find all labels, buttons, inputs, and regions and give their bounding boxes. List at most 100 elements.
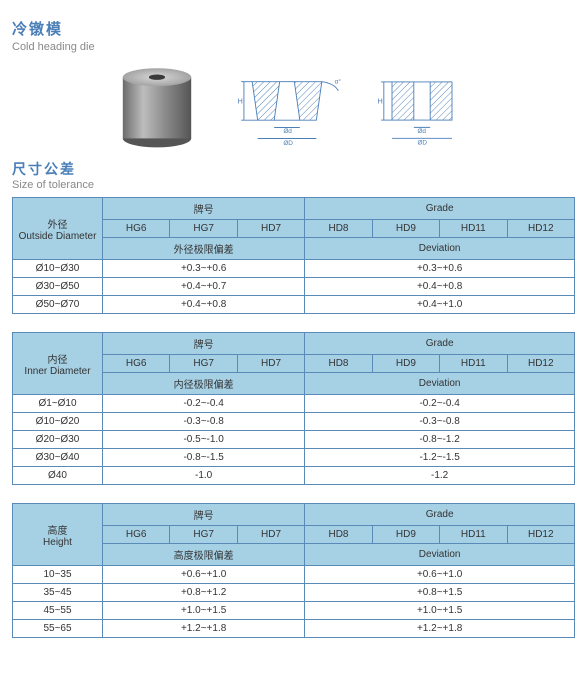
tolerance-table-2: 高度Height牌号Grade HG6HG7HD7HD8HD9HD11HD12 高度… — [12, 503, 575, 638]
deviation-en-label: Deviation — [305, 238, 575, 260]
row-header: 外径Outside Diameter — [13, 198, 103, 260]
grade-col: HD12 — [507, 526, 574, 544]
row-label: Ø10~Ø30 — [13, 260, 103, 278]
grade-col: HD11 — [440, 220, 507, 238]
grade-col: HG6 — [103, 355, 170, 373]
row-value-right: +0.4~+0.8 — [305, 278, 575, 296]
grade-col: HD11 — [440, 355, 507, 373]
grade-col: HD8 — [305, 220, 372, 238]
table-row: Ø40-1.0-1.2 — [13, 467, 575, 485]
grades-cn-label: 牌号 — [103, 333, 305, 355]
table-row: Ø1~Ø10-0.2~-0.4-0.2~-0.4 — [13, 395, 575, 413]
row-value-left: -0.2~-0.4 — [103, 395, 305, 413]
row-value-left: -0.5~-1.0 — [103, 431, 305, 449]
tables-container: 外径Outside Diameter牌号GradeHG6HG7HD7HD8HD9… — [12, 197, 575, 638]
section-en: Size of tolerance — [12, 179, 575, 191]
title-en: Cold heading die — [12, 41, 575, 53]
table-row: 35~45+0.8~+1.2+0.8~+1.5 — [13, 584, 575, 602]
grade-col: HD8 — [305, 526, 372, 544]
row-label: Ø40 — [13, 467, 103, 485]
grade-col: HG7 — [170, 220, 237, 238]
table-row: Ø30~Ø40-0.8~-1.5-1.2~-1.5 — [13, 449, 575, 467]
row-label: Ø30~Ø50 — [13, 278, 103, 296]
row-value-right: +0.3~+0.6 — [305, 260, 575, 278]
deviation-en-label: Deviation — [305, 373, 575, 395]
grade-col: HG6 — [103, 220, 170, 238]
deviation-en-label: Deviation — [305, 544, 575, 566]
row-value-right: -1.2~-1.5 — [305, 449, 575, 467]
row-header: 高度Height — [13, 504, 103, 566]
tolerance-table-1: 内径Inner Diameter牌号Grade HG6HG7HD7HD8HD9HD… — [12, 332, 575, 485]
grade-col: HD7 — [237, 220, 304, 238]
svg-text:α°: α° — [335, 78, 342, 86]
svg-text:H: H — [377, 97, 382, 106]
deviation-cn-label: 内径极限偏差 — [103, 373, 305, 395]
table-row: 10~35+0.6~+1.0+0.6~+1.0 — [13, 566, 575, 584]
svg-text:ØD: ØD — [283, 140, 293, 147]
row-value-right: -0.8~-1.2 — [305, 431, 575, 449]
grade-col: HD7 — [237, 355, 304, 373]
grade-col: HD9 — [372, 355, 439, 373]
row-value-left: +0.6~+1.0 — [103, 566, 305, 584]
row-value-left: +1.0~+1.5 — [103, 602, 305, 620]
deviation-cn-label: 高度极限偏差 — [103, 544, 305, 566]
grade-col: HG6 — [103, 526, 170, 544]
section-cn: 尺寸公差 — [12, 159, 575, 179]
row-value-right: +0.6~+1.0 — [305, 566, 575, 584]
grades-en-label: Grade — [305, 504, 575, 526]
title-cn: 冷镦模 — [12, 18, 575, 39]
row-value-right: -0.2~-0.4 — [305, 395, 575, 413]
tolerance-table-0: 外径Outside Diameter牌号Grade HG6HG7HD7HD8HD9… — [12, 197, 575, 314]
section-straight-icon: H Ød ØD — [372, 71, 472, 151]
row-value-left: -0.8~-1.5 — [103, 449, 305, 467]
row-label: 10~35 — [13, 566, 103, 584]
row-label: Ø1~Ø10 — [13, 395, 103, 413]
table-row: Ø30~Ø50+0.4~+0.7+0.4~+0.8 — [13, 278, 575, 296]
row-label: Ø20~Ø30 — [13, 431, 103, 449]
svg-text:Ød: Ød — [283, 128, 292, 135]
row-label: Ø50~Ø70 — [13, 296, 103, 314]
die-3d-icon — [112, 61, 202, 151]
row-value-left: +0.4~+0.8 — [103, 296, 305, 314]
row-label: 35~45 — [13, 584, 103, 602]
row-label: 45~55 — [13, 602, 103, 620]
table-row: 45~55+1.0~+1.5+1.0~+1.5 — [13, 602, 575, 620]
row-value-right: +1.0~+1.5 — [305, 602, 575, 620]
row-value-right: +1.2~+1.8 — [305, 620, 575, 638]
row-label: Ø10~Ø20 — [13, 413, 103, 431]
svg-text:Ød: Ød — [417, 128, 426, 135]
diagram-row: H α° Ød ØD H Ød ØD — [112, 61, 575, 151]
grade-col: HD8 — [305, 355, 372, 373]
section-tapered-icon: H α° Ød ØD — [232, 71, 342, 151]
deviation-cn-label: 外径极限偏差 — [103, 238, 305, 260]
table-row: Ø50~Ø70+0.4~+0.8+0.4~+1.0 — [13, 296, 575, 314]
row-label: 55~65 — [13, 620, 103, 638]
grade-col: HD9 — [372, 220, 439, 238]
row-value-left: +1.2~+1.8 — [103, 620, 305, 638]
row-value-left: +0.3~+0.6 — [103, 260, 305, 278]
grade-col: HD7 — [237, 526, 304, 544]
table-row: 55~65+1.2~+1.8+1.2~+1.8 — [13, 620, 575, 638]
grade-col: HD11 — [440, 526, 507, 544]
row-value-left: +0.8~+1.2 — [103, 584, 305, 602]
svg-text:H: H — [238, 97, 243, 106]
grade-col: HD12 — [507, 220, 574, 238]
grades-en-label: Grade — [305, 198, 575, 220]
grade-col: HD9 — [372, 526, 439, 544]
row-label: Ø30~Ø40 — [13, 449, 103, 467]
grades-en-label: Grade — [305, 333, 575, 355]
table-row: Ø10~Ø30+0.3~+0.6+0.3~+0.6 — [13, 260, 575, 278]
table-row: Ø10~Ø20-0.3~-0.8-0.3~-0.8 — [13, 413, 575, 431]
grade-col: HG7 — [170, 526, 237, 544]
grades-cn-label: 牌号 — [103, 198, 305, 220]
grade-col: HG7 — [170, 355, 237, 373]
row-value-right: -1.2 — [305, 467, 575, 485]
svg-text:ØD: ØD — [417, 140, 427, 147]
row-value-left: +0.4~+0.7 — [103, 278, 305, 296]
row-value-right: -0.3~-0.8 — [305, 413, 575, 431]
row-value-left: -0.3~-0.8 — [103, 413, 305, 431]
table-row: Ø20~Ø30-0.5~-1.0-0.8~-1.2 — [13, 431, 575, 449]
row-value-right: +0.8~+1.5 — [305, 584, 575, 602]
grades-cn-label: 牌号 — [103, 504, 305, 526]
row-header: 内径Inner Diameter — [13, 333, 103, 395]
